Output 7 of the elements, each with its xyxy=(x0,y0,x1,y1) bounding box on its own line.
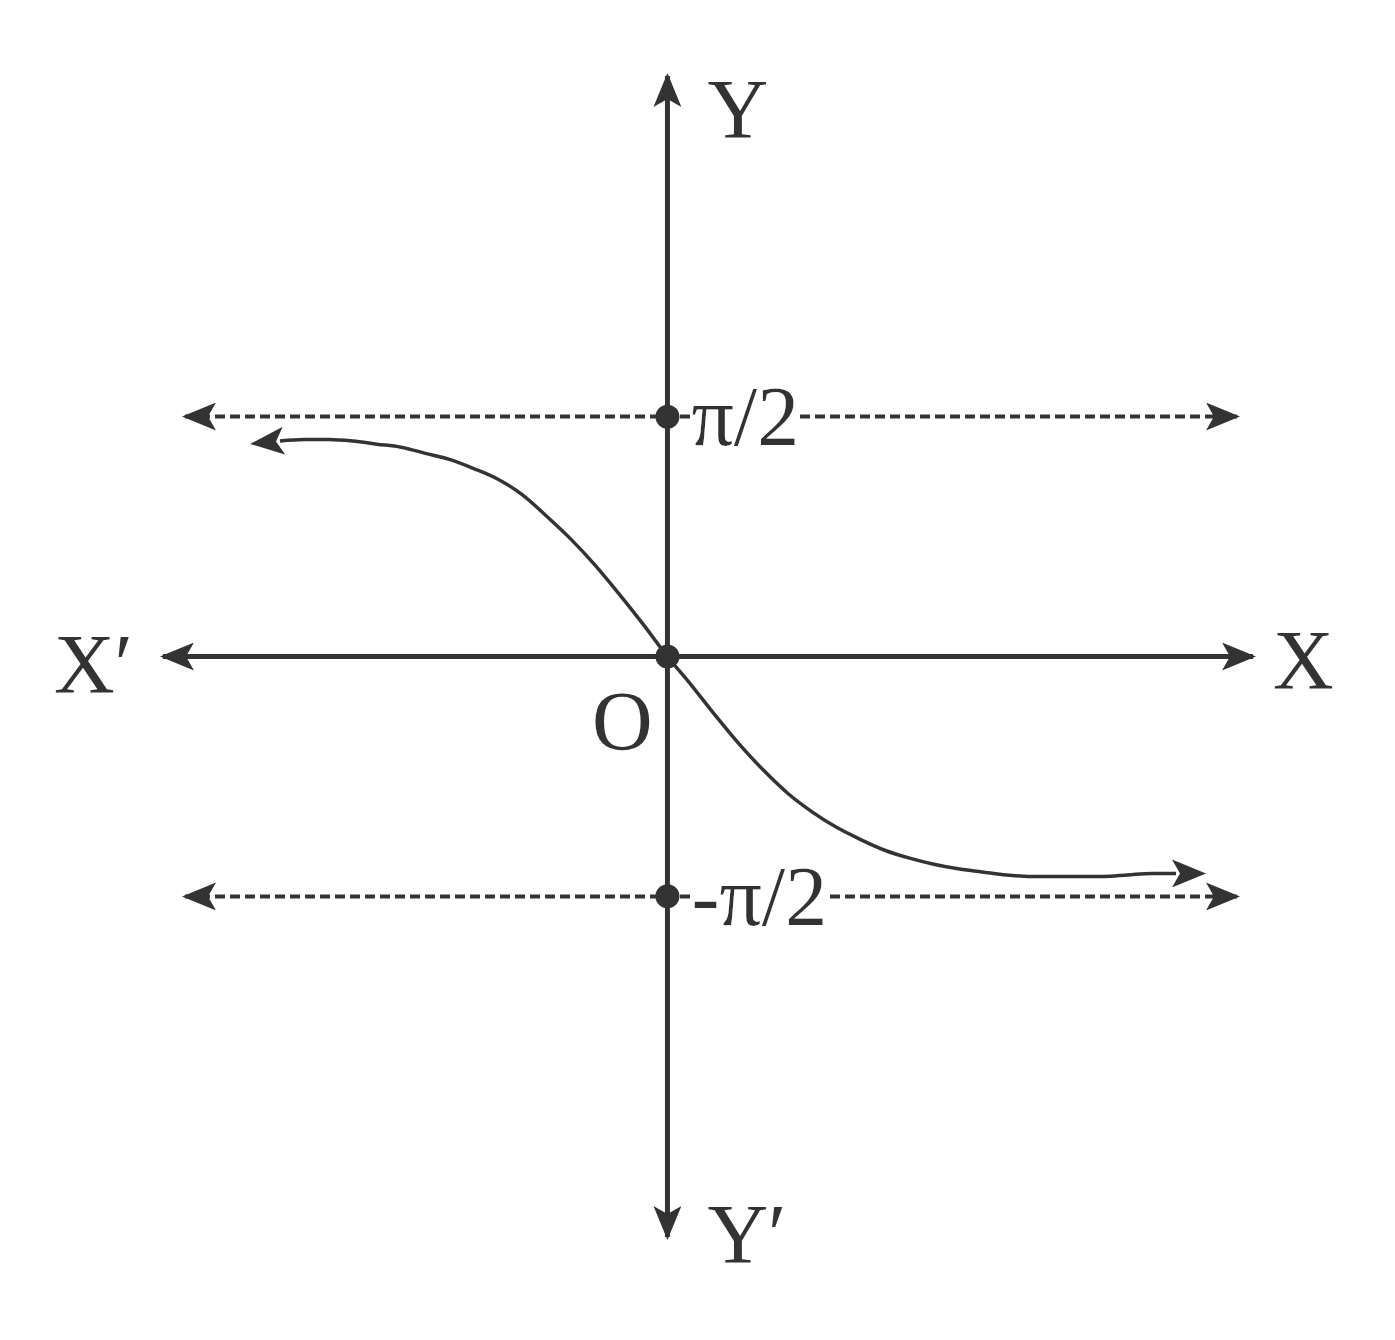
annotation: O xyxy=(592,674,653,768)
annotation: Y′ xyxy=(707,1188,787,1281)
text: X′ xyxy=(53,617,133,711)
x-axis-title: X xyxy=(1273,613,1334,707)
y-tick-label: π/2 xyxy=(691,370,800,464)
y-tick-label: -π/2 xyxy=(691,850,828,944)
y-axis-title: Y xyxy=(707,63,769,156)
